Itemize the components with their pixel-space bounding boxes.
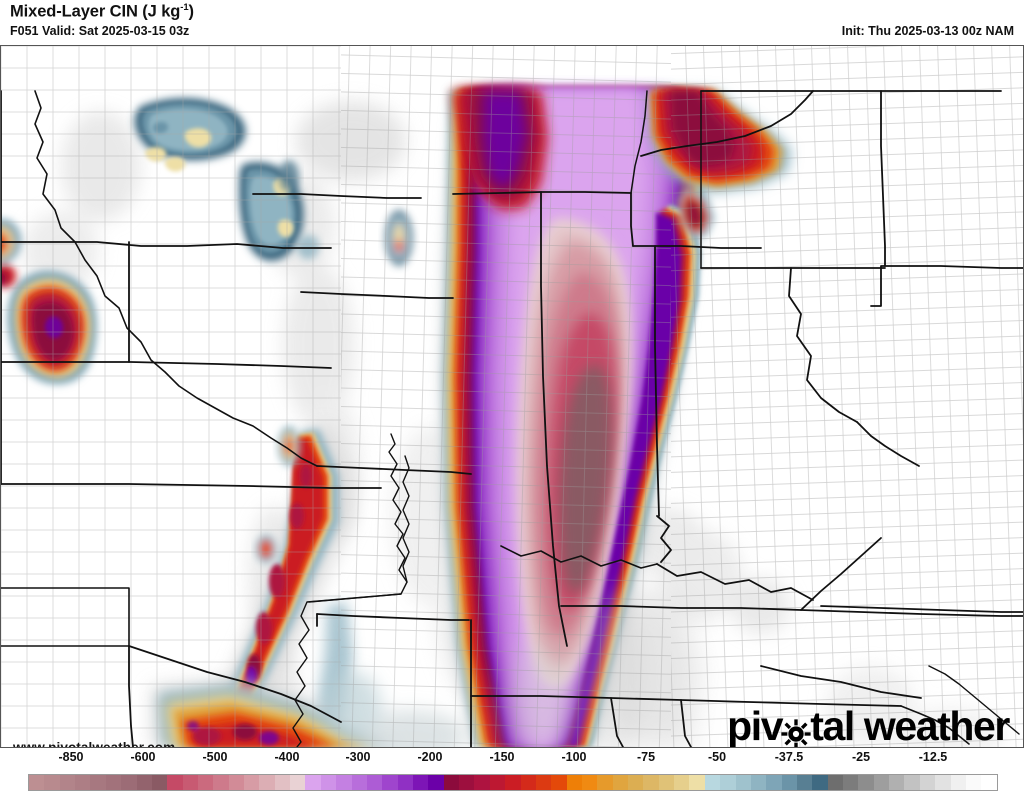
colorbar-swatch [474,775,490,790]
map-graphic [1,46,1023,747]
colorbar-swatch [182,775,198,790]
colorbar-swatch [612,775,629,790]
colorbar-swatch [889,775,905,790]
colorbar-swatch [443,775,460,790]
colorbar-swatch [781,775,797,790]
colorbar-swatch [366,775,383,790]
colorbar-swatch [459,775,475,790]
colorbar-swatch [336,775,352,790]
colorbar-tick-label: -600 [130,750,156,764]
colorbar-swatch [720,775,736,790]
colorbar-swatch [858,775,874,790]
colorbar-swatch [981,775,997,790]
colorbar-swatch [320,775,337,790]
colorbar-tick-label: -500 [202,750,228,764]
colorbar-swatch [873,775,890,790]
map-canvas[interactable]: www.pivotalweather.com piv [0,45,1024,748]
colorbar-tick-label: -150 [489,750,515,764]
colorbar-swatch [244,775,260,790]
colorbar-swatch [505,775,521,790]
colorbar-swatch [167,775,183,790]
colorbar-swatch [290,775,306,790]
colorbar-swatch [75,775,91,790]
colorbar-swatches [28,774,998,791]
state-boundaries [1,90,1023,747]
colorbar-swatch [397,775,413,790]
colorbar-swatch [597,775,613,790]
valid-time-label: F051 Valid: Sat 2025-03-15 03z [10,24,190,38]
colorbar-swatch [551,775,567,790]
page-title-exponent: -1 [180,2,189,13]
colorbar-swatch [259,775,275,790]
colorbar-legend[interactable]: -850 -600 -500 -400 -300 -200 -150 -100 -75 -50 -3… [0,748,1024,791]
gear-sun-icon [781,715,811,747]
colorbar-swatch [44,775,60,790]
colorbar-tick-label: -200 [417,750,443,764]
colorbar-swatch [812,775,828,790]
colorbar-swatch [843,775,859,790]
colorbar-swatch [689,775,705,790]
county-boundaries [1,46,1023,747]
colorbar-swatch [197,775,214,790]
colorbar-swatch [674,775,690,790]
colorbar-swatch [581,775,598,790]
colorbar-swatch [950,775,966,790]
colorbar-tick-label: -300 [345,750,371,764]
logo-text-left: piv [727,703,783,748]
colorbar-swatch [643,775,659,790]
colorbar-swatch [750,775,767,790]
colorbar-tick-label: -850 [58,750,84,764]
colorbar-tick-label: -400 [274,750,300,764]
colorbar-swatch [965,775,982,790]
colorbar-swatch [904,775,920,790]
colorbar-swatch [121,775,137,790]
site-url-watermark: www.pivotalweather.com [13,740,176,748]
colorbar-tick-label: -25 [851,750,871,764]
colorbar-tick-label: -12.5 [918,750,948,764]
colorbar-tick-label: -37.5 [774,750,804,764]
colorbar-swatch [489,775,506,790]
pivotal-weather-logo: piv [727,703,1010,748]
colorbar-swatch [274,775,291,790]
colorbar-swatch [658,775,675,790]
colorbar-swatch [59,775,76,790]
colorbar-swatch [935,775,951,790]
colorbar-swatch [351,775,367,790]
colorbar-tick-labels: -850 -600 -500 -400 -300 -200 -150 -100 -75 -50 -3… [0,748,1024,774]
colorbar-swatch [827,775,844,790]
colorbar-swatch [136,775,152,790]
init-time-label: Init: Thu 2025-03-13 00z NAM [841,24,1014,38]
colorbar-tick-label: -50 [707,750,727,764]
colorbar-tick-label: -75 [636,750,656,764]
colorbar-swatch [228,775,245,790]
colorbar-swatch [428,775,444,790]
logo-text-right: tal weather [810,703,1010,748]
map-header: Mixed-Layer CIN (J kg-1) F051 Valid: Sat… [0,0,1024,45]
colorbar-tick-label: -100 [561,750,587,764]
colorbar-swatch [105,775,122,790]
colorbar-swatch [151,775,168,790]
page-title-close: ) [188,2,195,21]
colorbar-swatch [29,775,45,790]
colorbar-swatch [704,775,721,790]
colorbar-swatch [919,775,936,790]
colorbar-swatch [566,775,582,790]
page-title: Mixed-Layer CIN (J kg-1) [10,2,194,22]
colorbar-swatch [796,775,813,790]
colorbar-swatch [90,775,106,790]
colorbar-swatch [535,775,552,790]
colorbar-swatch [382,775,398,790]
colorbar-swatch [735,775,751,790]
colorbar-swatch [305,775,321,790]
page-title-text: Mixed-Layer CIN (J kg [10,2,181,21]
colorbar-swatch [628,775,644,790]
colorbar-swatch [766,775,782,790]
colorbar-swatch [520,775,536,790]
colorbar-swatch [213,775,229,790]
colorbar-swatch [412,775,429,790]
